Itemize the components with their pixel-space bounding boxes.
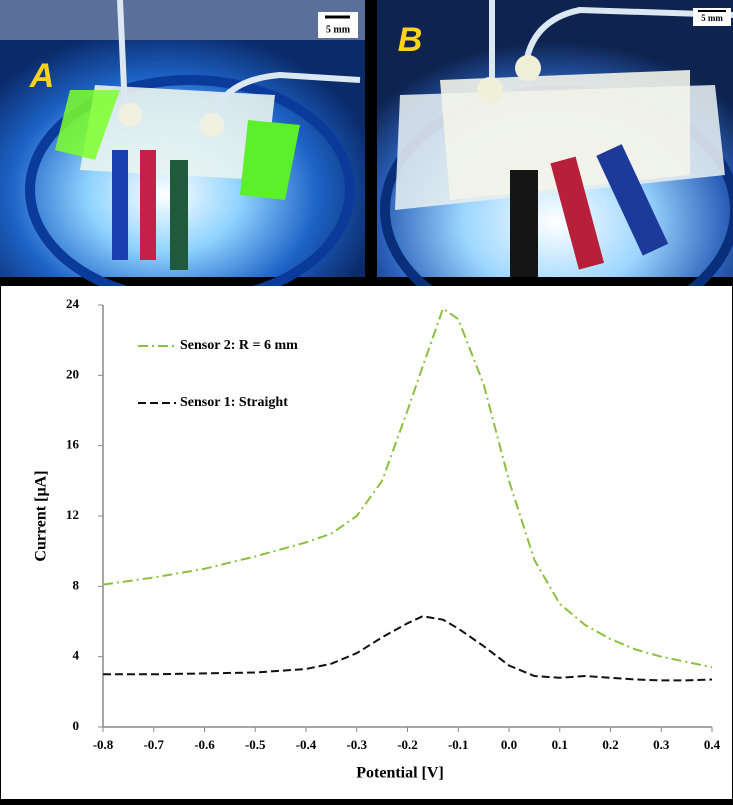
legend-label: Sensor 1: Straight bbox=[180, 395, 288, 410]
y-tick-label: 20 bbox=[66, 366, 79, 381]
x-tick-label: -0.7 bbox=[143, 737, 164, 752]
scale-bar-label: 5 mm bbox=[326, 24, 351, 35]
x-tick-label: -0.4 bbox=[296, 737, 317, 752]
x-tick-label: -0.5 bbox=[245, 737, 266, 752]
y-axis-title: Current [µA] bbox=[33, 470, 50, 561]
x-tick-label: 0.2 bbox=[602, 737, 618, 752]
legend-label: Sensor 2: R = 6 mm bbox=[180, 338, 298, 353]
x-tick-label: -0.2 bbox=[397, 737, 418, 752]
x-tick-label: -0.8 bbox=[93, 737, 114, 752]
x-tick-label: -0.1 bbox=[448, 737, 469, 752]
x-tick-label: 0.0 bbox=[501, 737, 517, 752]
series-line bbox=[102, 306, 713, 669]
series-line bbox=[103, 615, 713, 682]
x-tick-label: 0.4 bbox=[704, 737, 721, 752]
y-tick-label: 0 bbox=[73, 718, 80, 733]
y-tick-label: 16 bbox=[66, 437, 80, 452]
panel-label: B bbox=[398, 21, 423, 59]
panel-label: A bbox=[29, 57, 55, 95]
x-tick-label: 0.3 bbox=[653, 737, 670, 752]
y-tick-label: 4 bbox=[73, 648, 80, 663]
x-tick-label: -0.6 bbox=[194, 737, 215, 752]
x-tick-label: 0.1 bbox=[552, 737, 568, 752]
chart-background bbox=[1, 286, 732, 799]
x-tick-label: -0.3 bbox=[346, 737, 367, 752]
photo-a: 5 mm A bbox=[0, 0, 365, 305]
y-tick-label: 24 bbox=[66, 296, 80, 311]
x-axis-title: Potential [V] bbox=[356, 765, 444, 782]
scale-bar-label: 5 mm bbox=[701, 13, 723, 23]
photo-b: 5 mm B bbox=[377, 0, 733, 335]
y-tick-label: 8 bbox=[73, 577, 80, 592]
y-tick-label: 12 bbox=[66, 507, 79, 522]
